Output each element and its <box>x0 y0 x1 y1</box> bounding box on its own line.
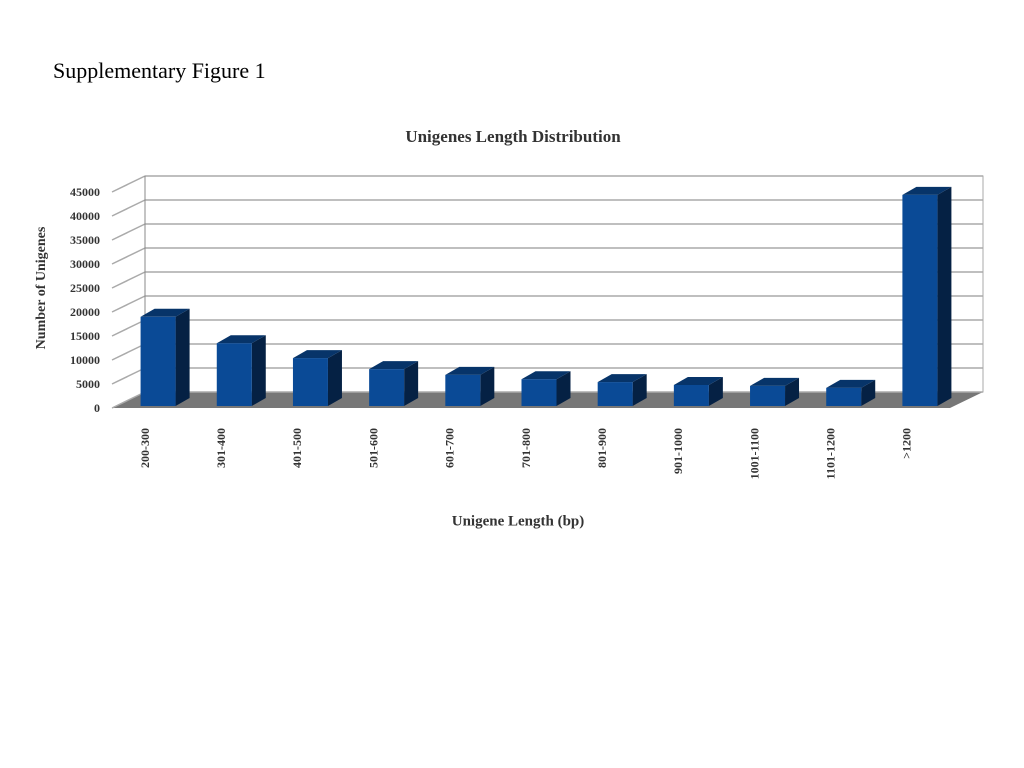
y-tick-label: 5000 <box>76 377 100 391</box>
bar <box>369 361 419 406</box>
bar-top <box>292 350 342 359</box>
bar-side <box>480 366 495 406</box>
bar-front <box>216 343 252 406</box>
x-tick-label: 200-300 <box>138 428 152 468</box>
bar-side <box>785 377 800 406</box>
bar-side <box>861 379 876 406</box>
bar-top <box>673 376 723 385</box>
x-tick-label: 1001-1100 <box>747 428 761 479</box>
bar-side <box>251 335 266 406</box>
bar <box>673 376 723 406</box>
x-tick-label: >1200 <box>900 428 914 459</box>
bar <box>826 379 876 406</box>
bar-side <box>556 371 571 406</box>
bar-front <box>140 316 176 406</box>
y-tick-label: 30000 <box>70 257 100 271</box>
bar-side <box>175 308 190 406</box>
bar-side <box>404 361 419 406</box>
bar-side <box>937 186 952 406</box>
x-tick-label: 301-400 <box>214 428 228 468</box>
bar <box>750 377 800 406</box>
bar-top <box>140 308 190 317</box>
y-tick-label: 40000 <box>70 209 100 223</box>
x-tick-label: 501-600 <box>366 428 380 468</box>
bar <box>597 374 647 406</box>
y-tick-label: 20000 <box>70 305 100 319</box>
bar <box>140 308 190 406</box>
bar-front <box>597 382 633 406</box>
grid-line-side <box>111 271 146 289</box>
y-tick-label: 35000 <box>70 233 100 247</box>
bar-top <box>445 366 495 375</box>
bar <box>521 371 571 406</box>
back-wall <box>144 175 984 393</box>
bar <box>445 366 495 406</box>
y-tick-label: 0 <box>94 401 100 415</box>
grid-line-side <box>111 391 146 409</box>
y-tick-label: 25000 <box>70 281 100 295</box>
bar <box>292 350 342 406</box>
bar-front <box>750 385 786 406</box>
grid-line-side <box>111 199 146 217</box>
bar-front <box>902 194 938 406</box>
grid-line-side <box>111 343 146 361</box>
grid-line-side <box>111 367 146 385</box>
x-tick-label: 801-900 <box>595 428 609 468</box>
grid-line-side <box>111 319 146 337</box>
y-tick-label: 10000 <box>70 353 100 367</box>
grid-line-side <box>111 295 146 313</box>
bar-front <box>292 358 328 406</box>
bar-front <box>369 369 405 406</box>
y-tick-label: 15000 <box>70 329 100 343</box>
grid-line-side <box>111 175 146 193</box>
y-axis-label: Number of Unigenes <box>34 226 49 349</box>
bar-top <box>597 374 647 383</box>
bar-top <box>826 379 876 388</box>
y-tick-label: 45000 <box>70 185 100 199</box>
bar <box>216 335 266 406</box>
bar-top <box>902 186 952 195</box>
caption: Supplementary Figure 1 <box>53 58 266 83</box>
bar-front <box>673 384 709 406</box>
bar-top <box>216 335 266 344</box>
bar-top <box>521 371 571 380</box>
x-axis-label: Unigene Length (bp) <box>452 513 585 529</box>
bar-top <box>369 361 419 370</box>
x-tick-label: 601-700 <box>443 428 457 468</box>
grid-line-side <box>111 223 146 241</box>
bar-front <box>826 387 862 406</box>
bar-side <box>327 350 342 406</box>
bar-side <box>708 376 723 406</box>
bar <box>902 186 952 406</box>
x-tick-label: 901-1000 <box>671 428 685 474</box>
chart-title: Unigenes Length Distribution <box>405 127 621 146</box>
x-tick-label: 701-800 <box>519 428 533 468</box>
x-tick-label: 1101-1200 <box>823 428 837 479</box>
x-tick-label: 401-500 <box>290 428 304 468</box>
bar-top <box>750 377 800 386</box>
bar-front <box>521 379 557 406</box>
grid-line-side <box>111 247 146 265</box>
bar-front <box>445 374 481 406</box>
bar-side <box>632 374 647 406</box>
